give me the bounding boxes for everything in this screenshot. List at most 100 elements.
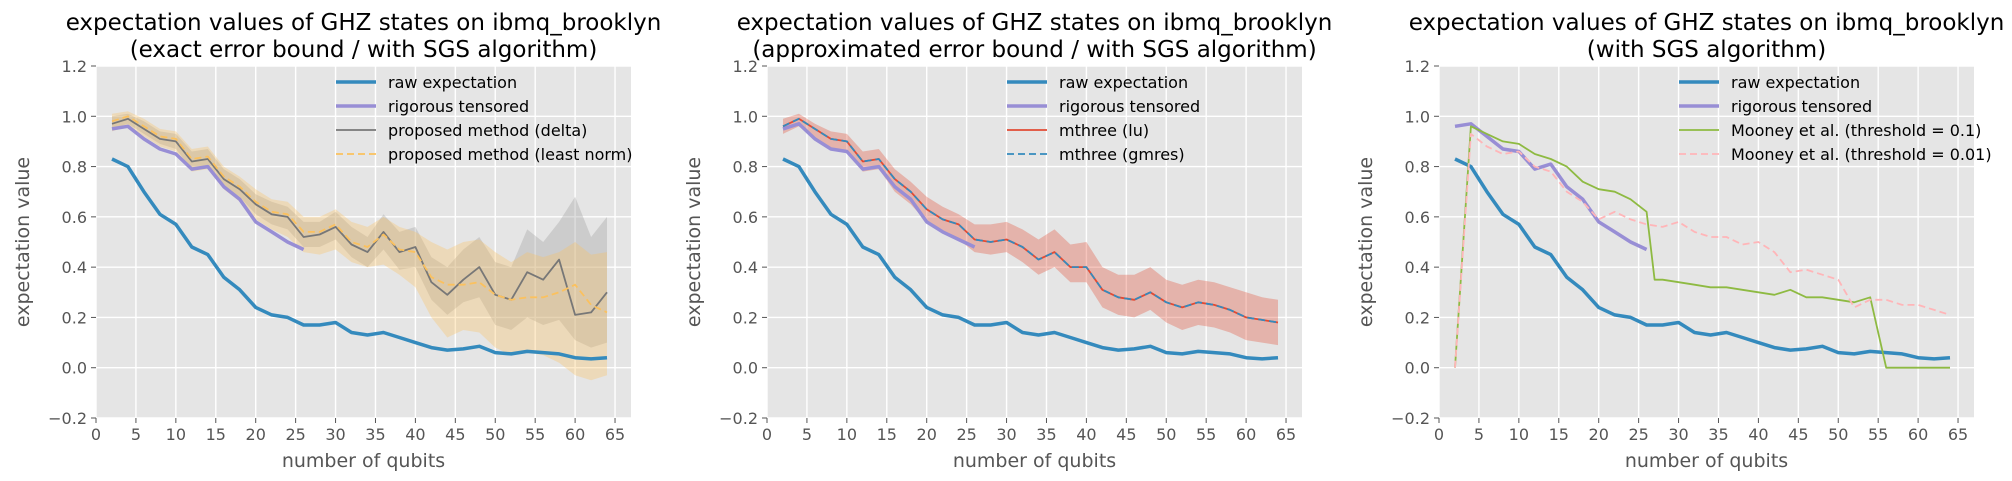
legend-entry-label: rigorous tensored [1059,97,1200,116]
y-tick-label: 0.0 [62,359,87,378]
y-tick-label: 0.4 [1405,258,1430,277]
chart-title-line: expectation values of GHZ states on ibmq… [66,10,662,36]
x-tick-label: 0 [1434,425,1444,444]
y-tick-label: −0.2 [1391,409,1430,428]
x-tick-label: 55 [1196,425,1216,444]
y-tick-label: 0.6 [1405,208,1430,227]
x-tick-label: 35 [1708,425,1728,444]
series-line-2 [1454,125,1950,369]
y-axis-label: expectation value [683,157,705,327]
chart-title-line: (approximated error bound / with SGS alg… [752,37,1316,63]
chart-title-line: expectation values of GHZ states on ibmq… [737,10,1333,36]
x-tick-label: 60 [1236,425,1256,444]
series-line-2 [111,117,608,316]
error-band-2 [783,113,1278,346]
series-line-0 [1454,157,1951,361]
data-layer [1454,122,1951,369]
chart-title-line: (exact error bound / with SGS algorithm) [130,37,598,63]
y-axis-label: expectation value [12,157,34,327]
data-layer [782,113,1279,361]
legend-entry-label: raw expectation [1731,73,1860,92]
x-tick-label: 15 [877,425,897,444]
y-tick-label: −0.2 [719,409,758,428]
data-layer [111,111,608,381]
series-line-3 [111,115,608,314]
x-tick-label: 50 [1828,425,1848,444]
x-tick-label: 10 [837,425,857,444]
x-tick-label: 35 [1036,425,1056,444]
chart-title-line: expectation values of GHZ states on ibmq… [1409,10,2005,36]
x-tick-label: 25 [1628,425,1648,444]
x-tick-label: 25 [956,425,976,444]
legend-entry-label: raw expectation [1059,73,1188,92]
x-tick-label: 55 [525,425,545,444]
y-tick-label: 1.0 [1405,107,1430,126]
legend-entry-label: rigorous tensored [388,97,529,116]
x-tick-label: 40 [405,425,425,444]
y-tick-label: 1.2 [62,57,87,76]
x-tick-label: 65 [605,425,625,444]
chart-title-line: (with SGS algorithm) [1587,37,1826,63]
x-tick-label: 45 [1116,425,1136,444]
x-tick-label: 30 [996,425,1016,444]
x-tick-label: 50 [1156,425,1176,444]
y-tick-label: 0.6 [62,208,87,227]
legend-entry-label: mthree (gmres) [1059,145,1185,164]
legend-entry-label: mthree (lu) [1059,121,1149,140]
y-tick-label: 0.4 [733,258,758,277]
x-axis-label: number of qubits [282,450,445,472]
legend-entry-label: proposed method (delta) [388,121,587,140]
series-line-0 [782,157,1279,361]
x-tick-label: 65 [1276,425,1296,444]
x-tick-label: 35 [365,425,385,444]
x-tick-label: 5 [802,425,812,444]
x-tick-label: 60 [565,425,585,444]
y-tick-label: 0.2 [62,308,87,327]
series-line-3 [1454,132,1951,368]
y-tick-label: 0.8 [1405,158,1430,177]
legend-entry-label: proposed method (least norm) [388,145,633,164]
series-line-3 [782,117,1279,324]
x-tick-label: 30 [1668,425,1688,444]
y-tick-label: 0.2 [1405,308,1430,327]
x-tick-label: 20 [1589,425,1609,444]
y-tick-label: 1.2 [733,57,758,76]
y-tick-label: 1.0 [62,107,87,126]
y-tick-label: 1.0 [733,107,758,126]
y-tick-label: −0.2 [48,409,87,428]
error-band-2 [112,113,607,348]
series-line-1 [1454,122,1648,252]
x-tick-label: 5 [1474,425,1484,444]
x-tick-label: 45 [445,425,465,444]
x-tick-label: 0 [91,425,101,444]
y-axis-label: expectation value [1355,157,1377,327]
x-tick-label: 25 [285,425,305,444]
y-tick-label: 0.4 [62,258,87,277]
y-tick-label: 0.0 [733,359,758,378]
legend-entry-label: Mooney et al. (threshold = 0.01) [1731,145,1992,164]
x-tick-label: 0 [762,425,772,444]
x-tick-label: 40 [1748,425,1768,444]
chart-panel-1: expectation values of GHZ states on ibmq… [12,10,661,472]
x-tick-label: 15 [206,425,226,444]
y-tick-label: 1.2 [1405,57,1430,76]
x-tick-label: 15 [1549,425,1569,444]
x-tick-label: 10 [166,425,186,444]
x-tick-label: 55 [1868,425,1888,444]
x-tick-label: 30 [325,425,345,444]
x-tick-label: 40 [1076,425,1096,444]
x-tick-label: 20 [246,425,266,444]
y-tick-label: 0.8 [733,158,758,177]
plot-area [96,66,631,418]
y-tick-label: 0.0 [1405,359,1430,378]
y-tick-label: 0.6 [733,208,758,227]
x-tick-label: 20 [917,425,937,444]
x-tick-label: 60 [1908,425,1928,444]
x-axis-label: number of qubits [953,450,1116,472]
y-tick-label: 0.8 [62,158,87,177]
series-line-1 [111,124,305,252]
x-axis-label: number of qubits [1625,450,1788,472]
x-tick-label: 10 [1509,425,1529,444]
series-line-1 [782,122,976,249]
